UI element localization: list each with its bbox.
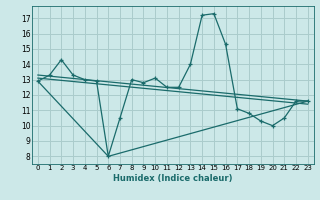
X-axis label: Humidex (Indice chaleur): Humidex (Indice chaleur) (113, 174, 233, 183)
